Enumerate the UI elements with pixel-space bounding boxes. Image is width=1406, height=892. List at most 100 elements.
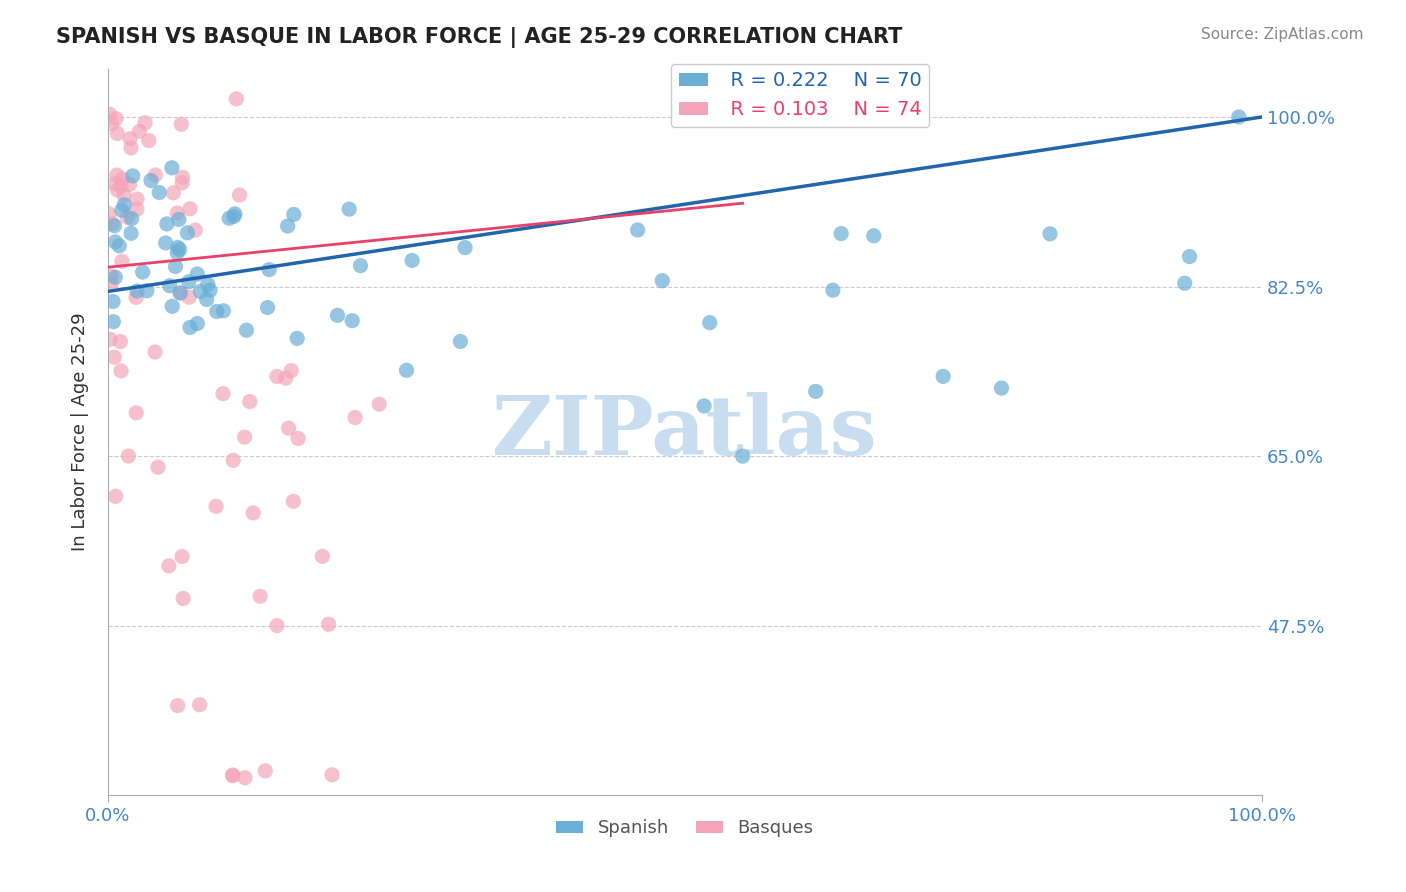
Y-axis label: In Labor Force | Age 25-29: In Labor Force | Age 25-29	[72, 313, 89, 551]
Basques	[254, 764, 277, 778]
Spanish	[167, 212, 190, 227]
Spanish	[862, 228, 884, 243]
Spanish	[169, 285, 191, 300]
Basques	[100, 269, 122, 284]
Spanish	[108, 239, 131, 253]
Spanish	[256, 301, 278, 315]
Spanish	[112, 197, 135, 211]
Spanish	[166, 240, 188, 254]
Spanish	[257, 262, 280, 277]
Spanish	[932, 369, 955, 384]
Basques	[344, 410, 367, 425]
Basques	[321, 768, 343, 782]
Spanish	[235, 323, 257, 337]
Basques	[110, 178, 132, 193]
Basques	[125, 406, 148, 420]
Spanish	[188, 285, 211, 299]
Spanish	[139, 173, 162, 187]
Basques	[138, 134, 160, 148]
Spanish	[179, 320, 201, 334]
Basques	[117, 449, 139, 463]
Spanish	[186, 317, 208, 331]
Spanish	[103, 315, 125, 329]
Basques	[170, 117, 193, 131]
Spanish	[104, 235, 127, 249]
Basques	[110, 364, 132, 378]
Spanish	[1227, 110, 1250, 124]
Spanish	[1178, 250, 1201, 264]
Basques	[233, 430, 256, 444]
Basques	[105, 112, 128, 126]
Basques	[249, 589, 271, 603]
Spanish	[103, 219, 125, 233]
Spanish	[693, 399, 716, 413]
Spanish	[804, 384, 827, 399]
Basques	[112, 188, 135, 202]
Basques	[179, 202, 201, 216]
Basques	[170, 549, 193, 564]
Spanish	[166, 245, 188, 260]
Spanish	[198, 283, 221, 297]
Basques	[283, 494, 305, 508]
Basques	[118, 178, 141, 192]
Spanish	[990, 381, 1012, 395]
Basques	[111, 254, 134, 268]
Spanish	[395, 363, 418, 377]
Basques	[157, 558, 180, 573]
Spanish	[449, 334, 471, 349]
Spanish	[821, 283, 844, 297]
Basques	[368, 397, 391, 411]
Spanish	[830, 227, 852, 241]
Spanish	[651, 274, 673, 288]
Basques	[117, 211, 139, 225]
Spanish	[169, 243, 191, 257]
Basques	[143, 168, 166, 182]
Spanish	[218, 211, 240, 226]
Spanish	[197, 277, 219, 292]
Basques	[120, 132, 142, 146]
Spanish	[120, 227, 142, 241]
Basques	[172, 591, 194, 606]
Basques	[170, 286, 193, 301]
Basques	[97, 207, 120, 221]
Basques	[177, 290, 200, 304]
Basques	[188, 698, 211, 712]
Basques	[128, 124, 150, 138]
Basques	[166, 698, 188, 713]
Basques	[166, 206, 188, 220]
Basques	[225, 92, 247, 106]
Basques	[311, 549, 333, 564]
Spanish	[212, 303, 235, 318]
Spanish	[177, 275, 200, 289]
Spanish	[285, 331, 308, 345]
Basques	[101, 217, 124, 231]
Basques	[98, 332, 121, 346]
Legend: Spanish, Basques: Spanish, Basques	[548, 812, 821, 845]
Basques	[287, 432, 309, 446]
Basques	[266, 618, 288, 632]
Spanish	[340, 313, 363, 327]
Basques	[172, 176, 194, 190]
Basques	[172, 170, 194, 185]
Spanish	[104, 270, 127, 285]
Basques	[242, 506, 264, 520]
Spanish	[349, 259, 371, 273]
Spanish	[699, 316, 721, 330]
Spanish	[205, 304, 228, 318]
Spanish	[101, 294, 124, 309]
Text: Source: ZipAtlas.com: Source: ZipAtlas.com	[1201, 27, 1364, 42]
Basques	[146, 460, 169, 475]
Spanish	[156, 217, 179, 231]
Basques	[212, 386, 235, 401]
Basques	[104, 177, 127, 191]
Spanish	[111, 203, 134, 218]
Basques	[103, 350, 125, 364]
Basques	[277, 421, 299, 435]
Spanish	[1174, 277, 1197, 291]
Basques	[221, 769, 243, 783]
Spanish	[627, 223, 650, 237]
Basques	[222, 453, 245, 467]
Basques	[228, 188, 250, 202]
Basques	[184, 223, 207, 237]
Spanish	[454, 241, 477, 255]
